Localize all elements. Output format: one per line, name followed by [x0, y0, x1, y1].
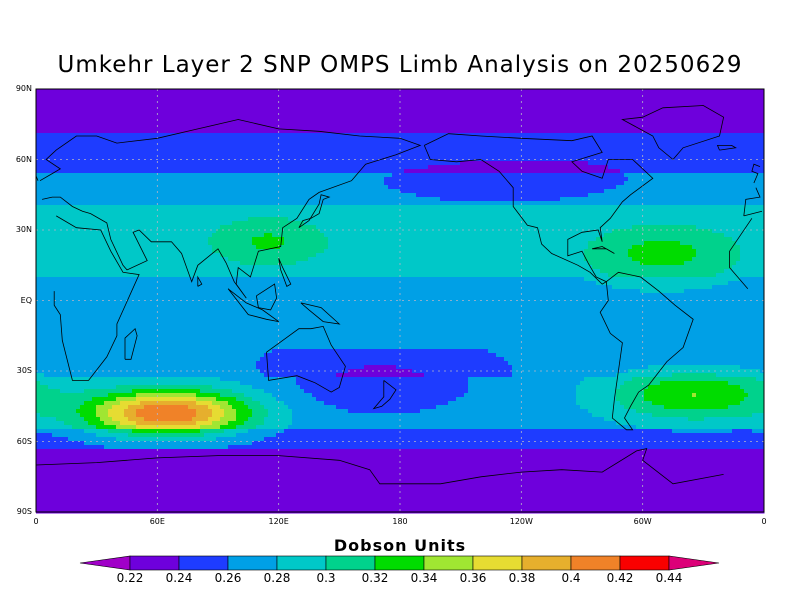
lat-label: 90S [16, 507, 32, 516]
colorbar-tick-label: 0.24 [165, 571, 193, 585]
colorbar [79, 555, 720, 571]
colorbar-tick-label: 0.28 [263, 571, 291, 585]
lon-label: 180 [392, 517, 408, 526]
colorbar-swatch [472, 555, 523, 571]
lon-label: 0 [761, 517, 767, 526]
lat-label: EQ [20, 295, 32, 305]
colorbar-tick-label: 0.34 [410, 571, 438, 585]
colorbar-under-arrow [79, 555, 131, 571]
colorbar-swatch [276, 555, 327, 571]
ozone-field [36, 89, 765, 514]
map-grid [36, 89, 764, 512]
colorbar-over-arrow [668, 555, 720, 571]
colorbar-tick-label: 0.3 [316, 571, 336, 585]
map-frame [35, 88, 765, 513]
colorbar-tick-label: 0.38 [508, 571, 536, 585]
lat-label: 60S [16, 436, 32, 446]
lat-label: 90N [15, 84, 32, 93]
colorbar-tick-label: 0.32 [361, 571, 389, 585]
colorbar-swatch [325, 555, 376, 571]
lon-label: 0 [33, 517, 39, 526]
lon-label: 120E [268, 517, 289, 526]
colorbar-tick-label: 0.26 [214, 571, 242, 585]
map-title: Umkehr Layer 2 SNP OMPS Limb Analysis on… [57, 52, 743, 78]
colorbar-swatch [423, 555, 474, 571]
colorbar-swatch [129, 555, 180, 571]
colorbar-swatch [619, 555, 670, 571]
colorbar-swatch [178, 555, 229, 571]
lat-label: 30N [15, 225, 32, 234]
coastlines [35, 105, 763, 485]
colorbar-tick-label: 0.4 [561, 571, 581, 585]
colorbar-title: Dobson Units [333, 536, 467, 555]
colorbar-tick-label: 0.44 [655, 571, 683, 585]
colorbar-swatch [570, 555, 621, 571]
lon-label: 60W [633, 517, 652, 526]
colorbar-tick-label: 0.22 [116, 571, 144, 585]
lat-label: 30S [16, 366, 32, 375]
colorbar-swatch [521, 555, 572, 571]
colorbar-swatch [227, 555, 278, 571]
colorbar-tick-label: 0.42 [606, 571, 634, 585]
lat-label: 60N [15, 154, 32, 164]
lon-label: 60E [149, 517, 165, 526]
colorbar-tick-label: 0.36 [459, 571, 487, 585]
colorbar-swatch [374, 555, 425, 571]
lon-label: 120W [509, 517, 533, 526]
